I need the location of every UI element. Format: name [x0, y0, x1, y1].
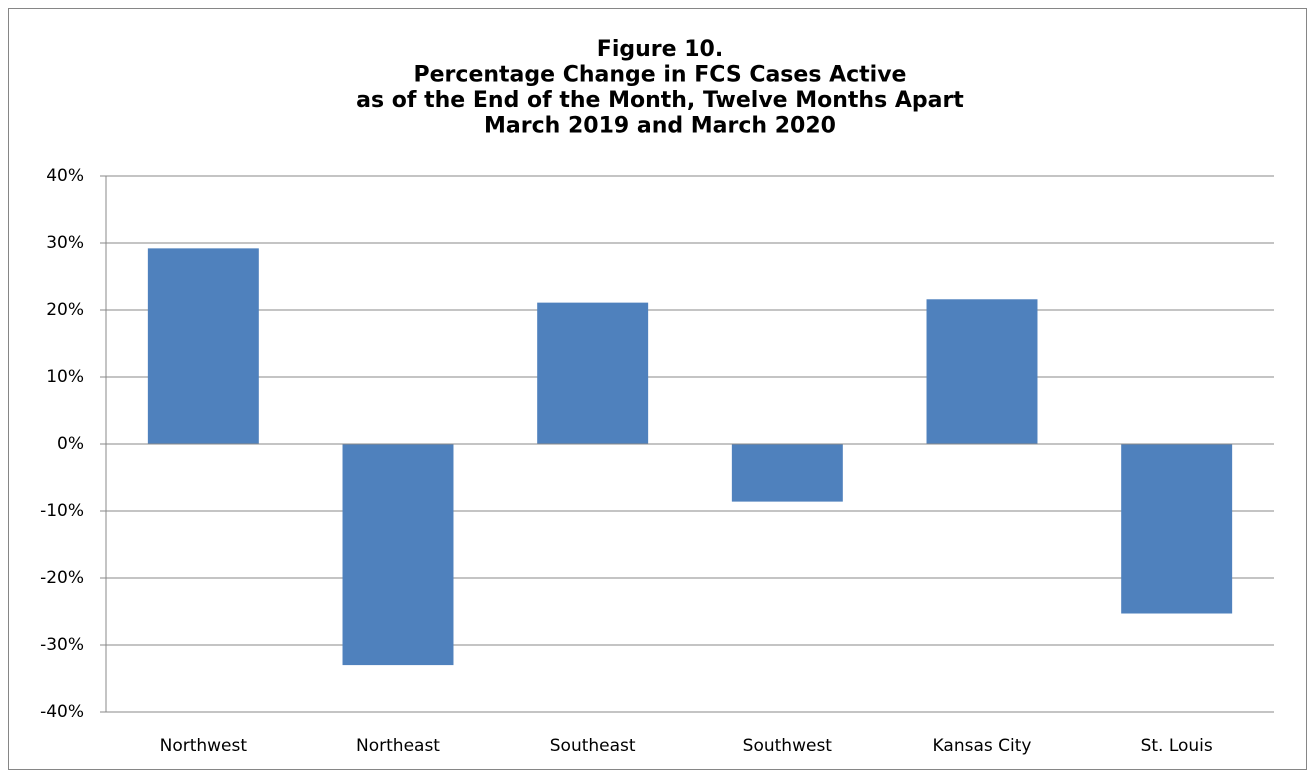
x-tick-label: Northeast [356, 736, 440, 756]
x-tick-label: Southeast [550, 736, 636, 756]
bar [731, 444, 843, 502]
chart-title: Percentage Change in FCS Cases Active [414, 63, 907, 88]
bar [147, 248, 259, 444]
y-tick-label: 40% [46, 166, 84, 186]
bar [926, 299, 1038, 444]
bar [1121, 444, 1233, 614]
y-tick-label: -20% [40, 568, 84, 588]
y-tick-label: -40% [40, 702, 84, 722]
y-tick-label: 10% [46, 367, 84, 387]
y-tick-label: 0% [57, 434, 84, 454]
y-tick-label: 30% [46, 233, 84, 253]
bar [342, 444, 454, 666]
y-tick-label: 20% [46, 300, 84, 320]
x-tick-label: Southwest [743, 736, 833, 756]
chart-title: March 2019 and March 2020 [484, 114, 836, 139]
y-tick-label: -30% [40, 635, 84, 655]
bar [537, 302, 649, 444]
x-tick-label: Kansas City [933, 736, 1032, 756]
chart-title: as of the End of the Month, Twelve Month… [356, 88, 964, 113]
chart-title: Figure 10. [597, 37, 723, 62]
x-tick-label: St. Louis [1141, 736, 1213, 756]
x-tick-label: Northwest [160, 736, 248, 756]
y-tick-label: -10% [40, 501, 84, 521]
